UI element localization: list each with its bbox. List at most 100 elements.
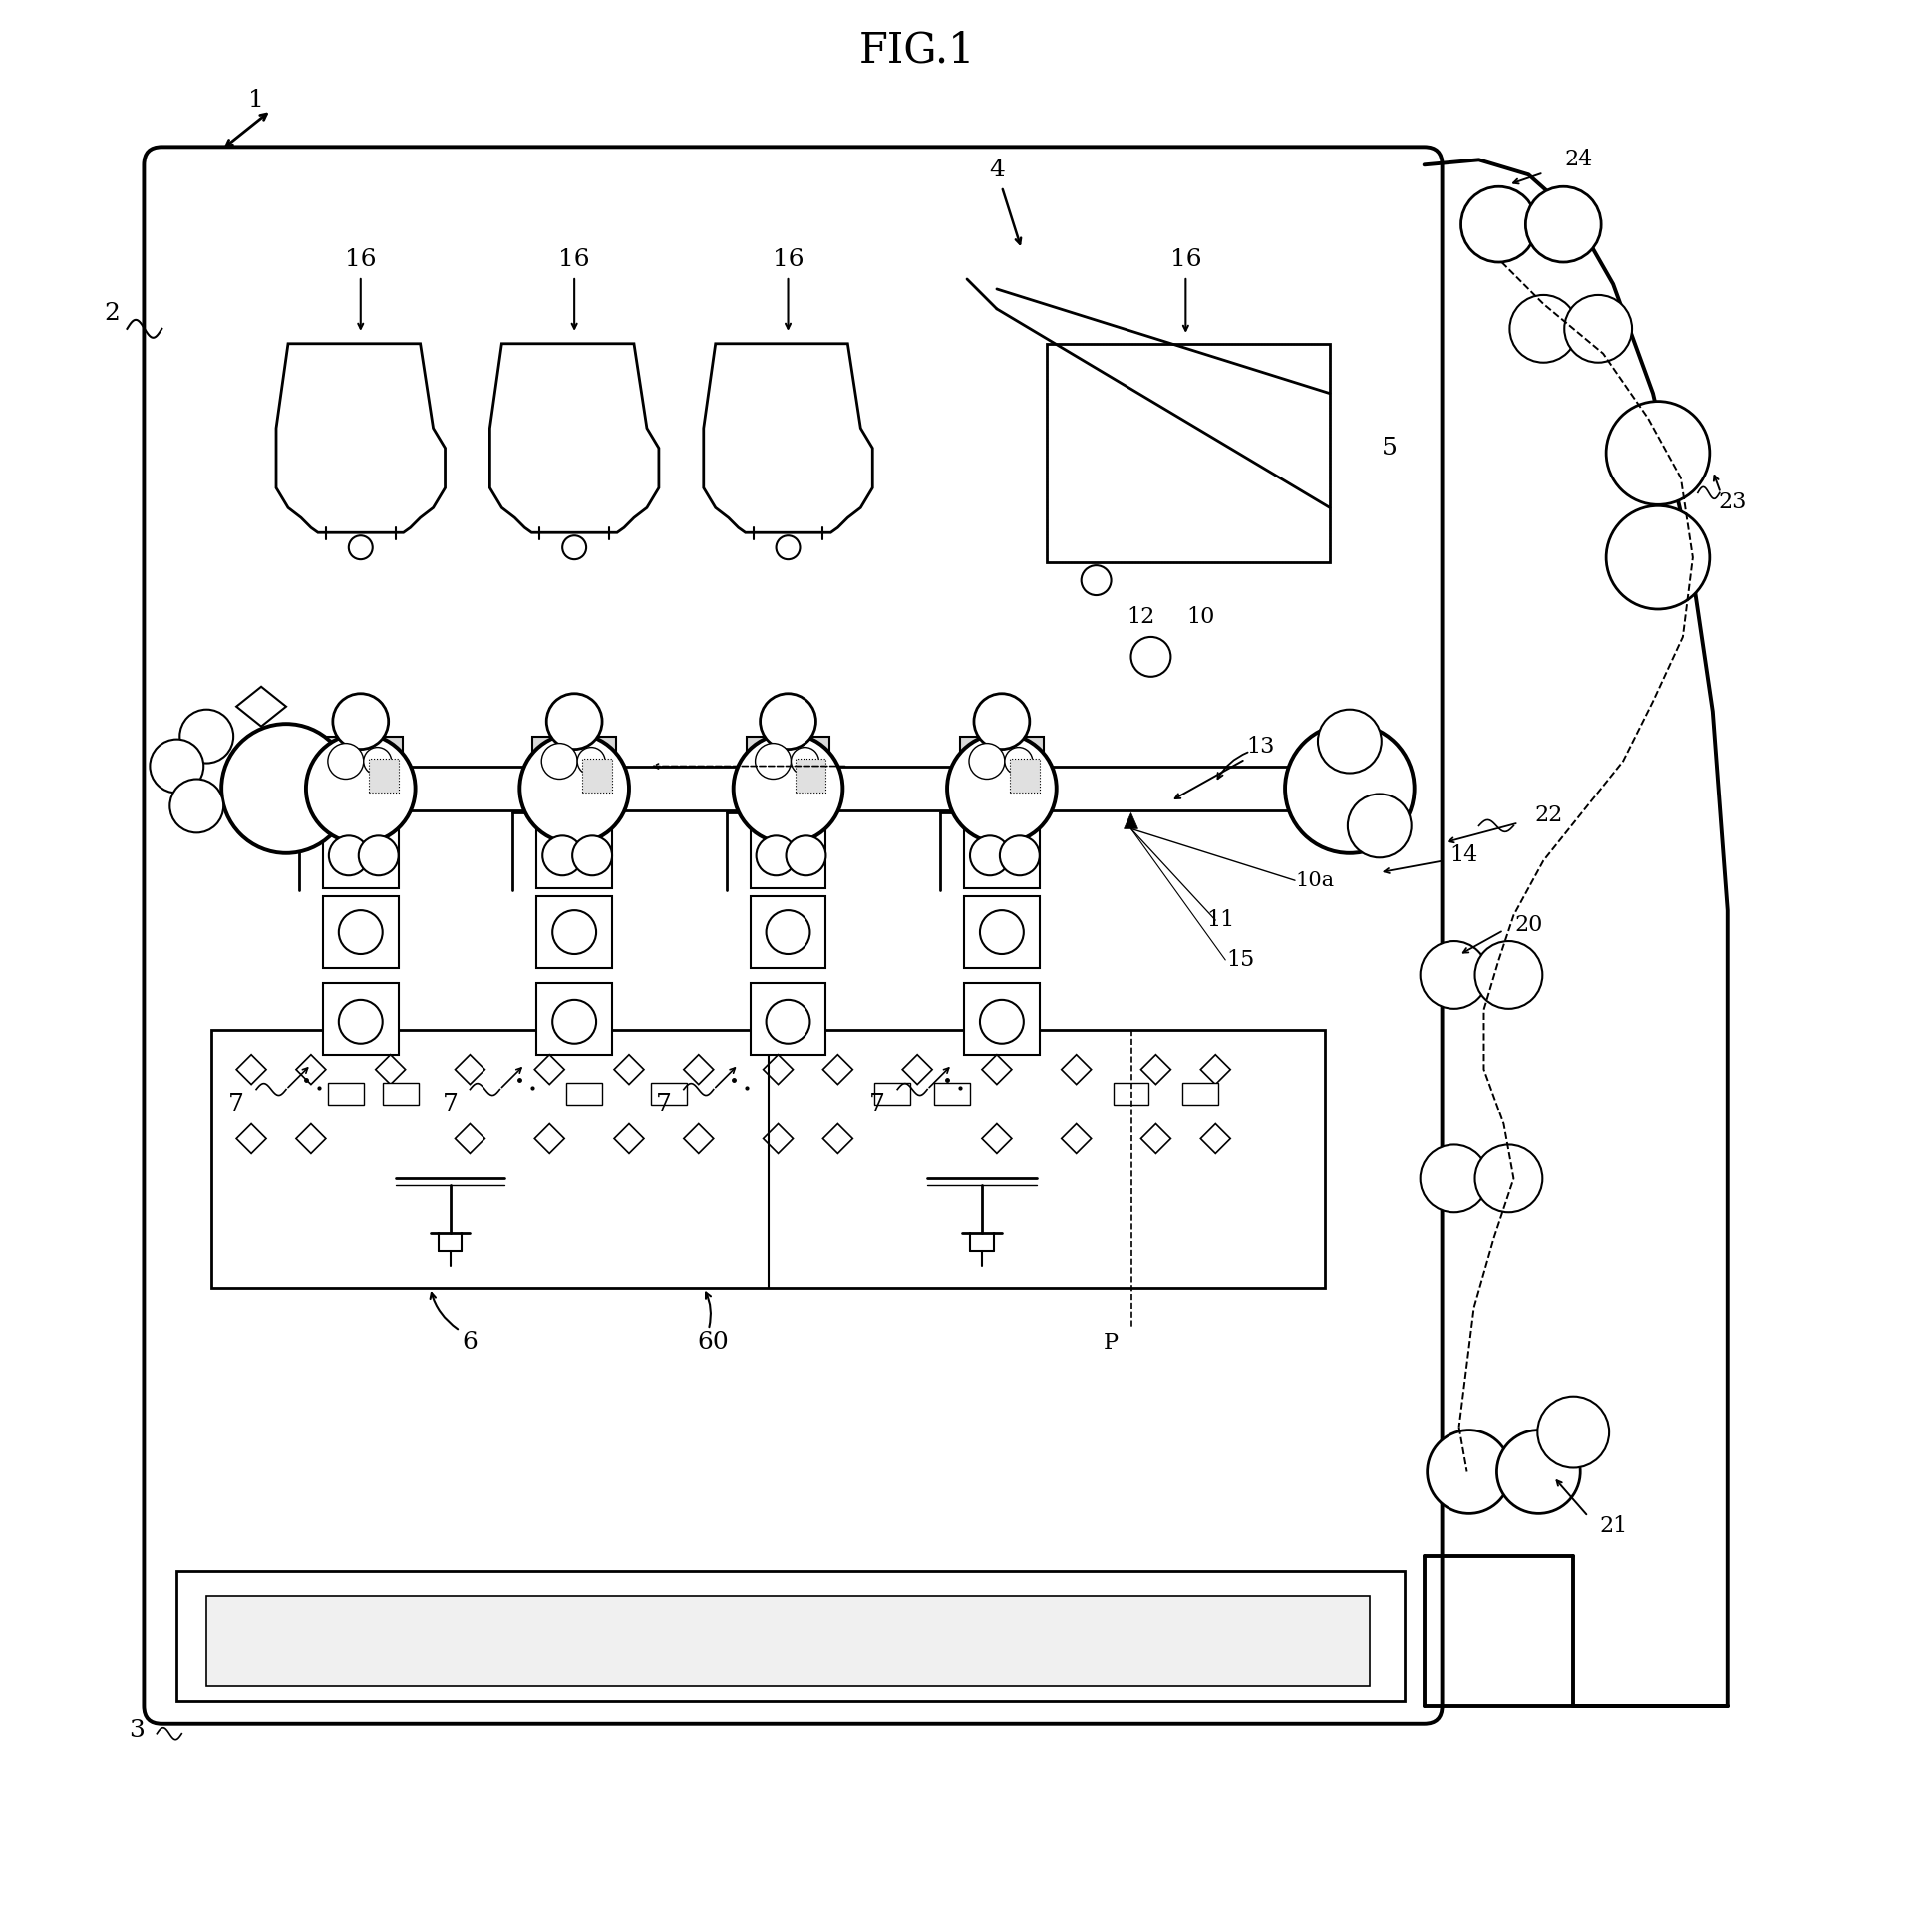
Text: 10: 10 xyxy=(1186,606,1215,627)
Circle shape xyxy=(553,910,597,954)
Bar xyxy=(176,1571,1405,1701)
Bar xyxy=(369,759,398,793)
Text: 22: 22 xyxy=(1534,805,1563,828)
Bar xyxy=(1182,1081,1219,1104)
Bar xyxy=(1047,343,1329,563)
Bar xyxy=(1010,759,1039,793)
Bar xyxy=(211,1030,1325,1287)
Circle shape xyxy=(974,694,1030,749)
Text: 6: 6 xyxy=(462,1331,477,1354)
Circle shape xyxy=(520,734,630,843)
Bar xyxy=(964,982,1039,1055)
Circle shape xyxy=(734,734,842,843)
Circle shape xyxy=(1526,187,1602,261)
Bar xyxy=(1113,1081,1150,1104)
Circle shape xyxy=(180,709,234,763)
Polygon shape xyxy=(491,343,659,532)
Circle shape xyxy=(970,744,1005,780)
Bar xyxy=(964,816,1039,889)
Circle shape xyxy=(980,999,1024,1043)
Text: 16: 16 xyxy=(773,248,804,271)
Circle shape xyxy=(786,835,825,875)
Bar xyxy=(323,816,398,889)
Circle shape xyxy=(578,748,605,774)
Circle shape xyxy=(1474,1144,1542,1213)
Circle shape xyxy=(151,740,203,793)
Circle shape xyxy=(1474,940,1542,1009)
Text: 5: 5 xyxy=(1381,437,1397,460)
Circle shape xyxy=(755,744,790,780)
Bar xyxy=(964,896,1039,969)
Circle shape xyxy=(1420,940,1488,1009)
Circle shape xyxy=(999,835,1039,875)
Bar xyxy=(537,982,612,1055)
Text: 4: 4 xyxy=(989,158,1005,181)
Text: 7: 7 xyxy=(442,1093,458,1116)
Circle shape xyxy=(1509,296,1577,362)
Circle shape xyxy=(305,734,415,843)
Circle shape xyxy=(363,748,392,774)
Circle shape xyxy=(547,694,603,749)
Bar xyxy=(323,896,398,969)
Text: 14: 14 xyxy=(1449,845,1478,866)
Text: 21: 21 xyxy=(1600,1516,1627,1537)
Text: 24: 24 xyxy=(1565,149,1592,172)
Circle shape xyxy=(759,694,815,749)
Bar xyxy=(537,896,612,969)
Circle shape xyxy=(1428,1430,1511,1514)
Text: 20: 20 xyxy=(1515,913,1544,936)
Circle shape xyxy=(1130,637,1171,677)
Text: 10a: 10a xyxy=(1294,871,1335,891)
Circle shape xyxy=(1497,1430,1580,1514)
Circle shape xyxy=(1349,793,1410,858)
Text: 7: 7 xyxy=(655,1093,672,1116)
Circle shape xyxy=(359,835,398,875)
Circle shape xyxy=(572,835,612,875)
Circle shape xyxy=(767,999,810,1043)
Circle shape xyxy=(222,725,352,852)
Circle shape xyxy=(1605,400,1710,505)
Text: 1: 1 xyxy=(249,90,265,113)
Text: 7: 7 xyxy=(228,1093,243,1116)
Bar xyxy=(960,736,1043,810)
Bar xyxy=(796,759,825,793)
Circle shape xyxy=(328,835,369,875)
Circle shape xyxy=(980,910,1024,954)
Text: 7: 7 xyxy=(869,1093,885,1116)
Text: 60: 60 xyxy=(697,1331,730,1354)
Circle shape xyxy=(553,999,597,1043)
Bar xyxy=(582,759,612,793)
Bar xyxy=(207,1596,1370,1686)
Text: FIG.1: FIG.1 xyxy=(860,29,976,71)
Text: 15: 15 xyxy=(1227,950,1254,971)
Text: P: P xyxy=(1103,1331,1119,1354)
Circle shape xyxy=(541,744,578,780)
Circle shape xyxy=(1318,709,1381,772)
Circle shape xyxy=(1565,296,1633,362)
Circle shape xyxy=(543,835,582,875)
Circle shape xyxy=(1005,748,1032,774)
Circle shape xyxy=(338,999,383,1043)
Circle shape xyxy=(1538,1396,1609,1468)
Bar xyxy=(875,1081,910,1104)
Circle shape xyxy=(338,910,383,954)
Circle shape xyxy=(1420,1144,1488,1213)
Circle shape xyxy=(1285,725,1414,852)
Text: 16: 16 xyxy=(346,248,377,271)
Circle shape xyxy=(332,694,388,749)
Bar xyxy=(750,896,825,969)
Circle shape xyxy=(562,536,585,559)
Bar xyxy=(746,736,831,810)
Circle shape xyxy=(170,780,224,833)
Circle shape xyxy=(767,910,810,954)
Bar xyxy=(566,1081,603,1104)
Polygon shape xyxy=(1124,812,1138,830)
Circle shape xyxy=(1082,564,1111,595)
Circle shape xyxy=(947,734,1057,843)
Text: 11: 11 xyxy=(1206,910,1235,931)
Circle shape xyxy=(348,536,373,559)
FancyBboxPatch shape xyxy=(145,147,1441,1724)
Polygon shape xyxy=(276,343,444,532)
Circle shape xyxy=(790,748,819,774)
Text: 23: 23 xyxy=(1718,492,1747,513)
